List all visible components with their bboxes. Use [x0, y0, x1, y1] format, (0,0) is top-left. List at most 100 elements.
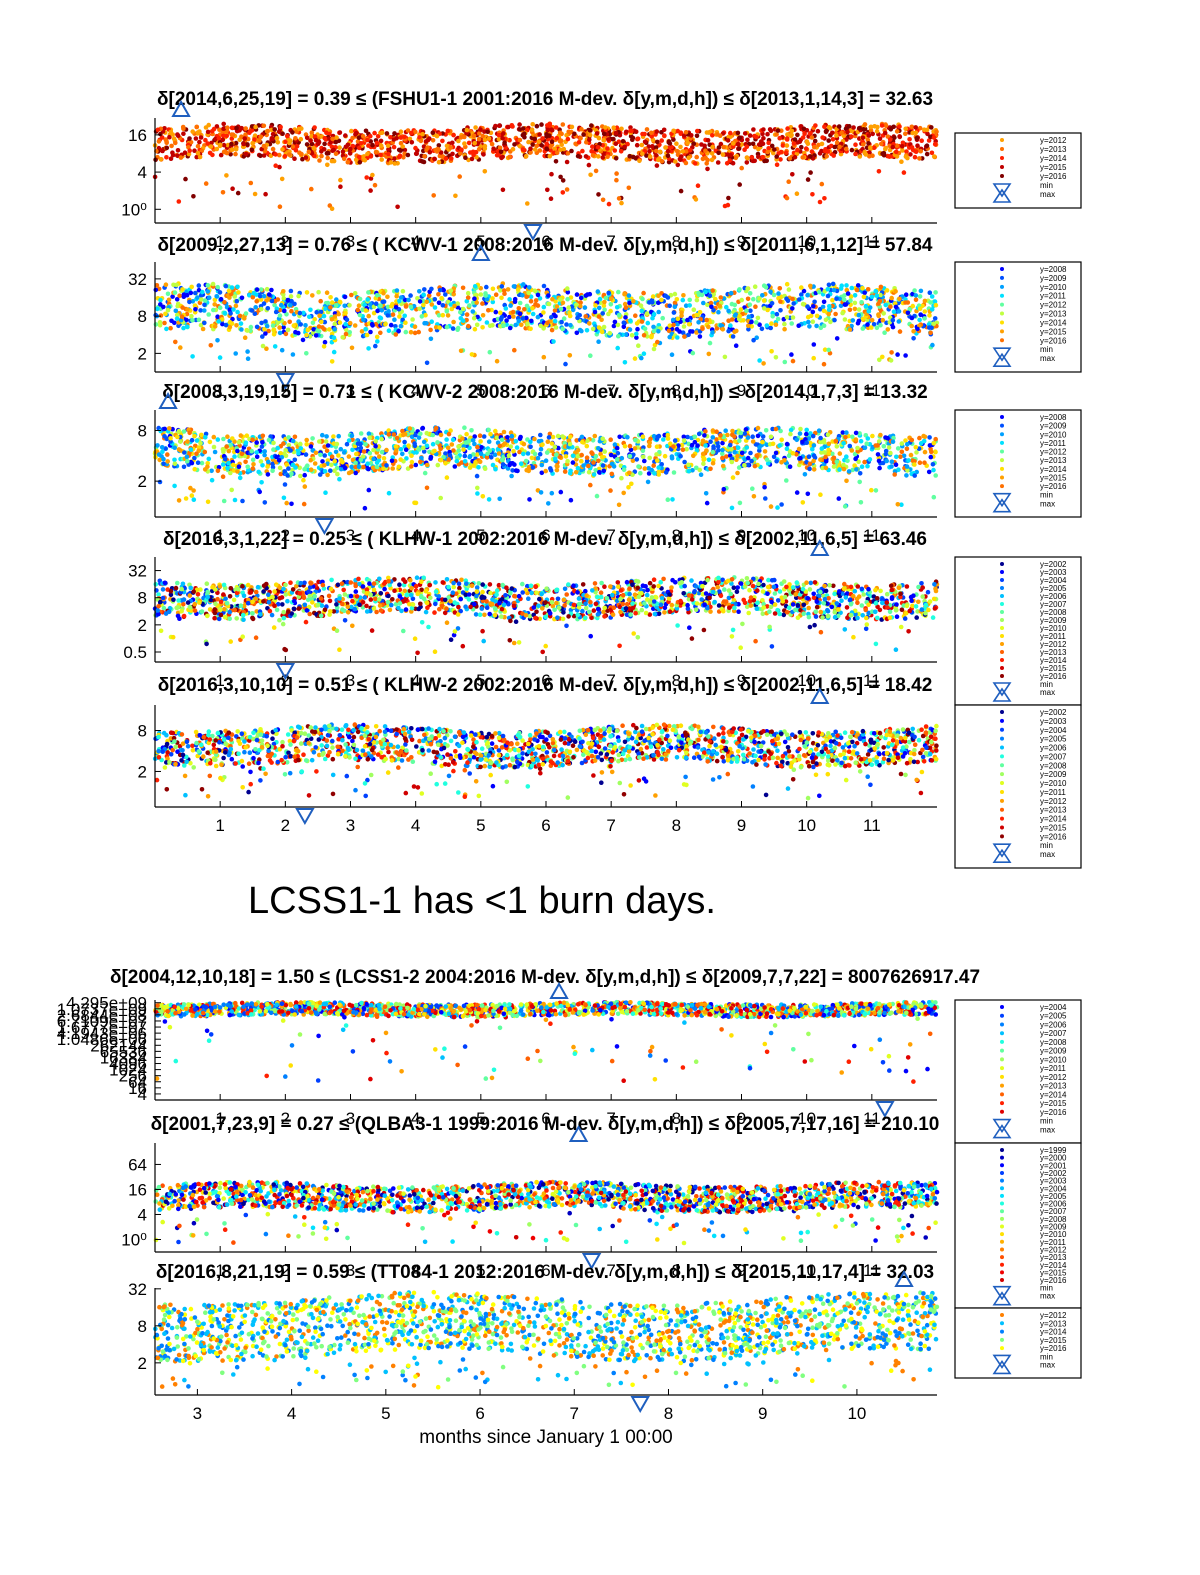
data-point — [640, 131, 645, 137]
data-point — [547, 133, 552, 138]
data-point — [821, 308, 827, 314]
legend-entry: y=2016 — [1040, 172, 1067, 181]
data-point — [298, 136, 304, 142]
data-point — [189, 493, 195, 498]
data-point — [241, 141, 246, 147]
data-point — [554, 467, 560, 473]
data-point — [343, 133, 348, 138]
data-point — [162, 320, 167, 326]
data-point — [500, 136, 505, 141]
data-point — [456, 448, 462, 453]
data-point — [329, 158, 335, 164]
data-point — [744, 160, 750, 165]
data-point — [215, 314, 220, 320]
data-point — [208, 343, 214, 348]
data-point — [626, 185, 632, 191]
data-point — [726, 318, 731, 324]
chart-panel-1: δ[2014,6,25,19] = 0.39 ≤ (FSHU1-1 2001:2… — [121, 89, 1082, 251]
data-point — [831, 153, 836, 158]
data-point — [408, 304, 414, 310]
data-point — [318, 298, 324, 304]
data-point — [752, 284, 758, 290]
data-point — [458, 310, 463, 315]
data-point — [234, 298, 240, 304]
data-point — [932, 316, 938, 321]
data-point — [323, 439, 329, 444]
data-point — [592, 433, 598, 439]
data-point — [340, 335, 346, 340]
data-point — [651, 328, 657, 334]
data-point — [196, 283, 202, 288]
data-point — [553, 159, 559, 164]
data-point — [242, 136, 247, 141]
data-point — [463, 155, 468, 160]
data-point — [364, 332, 370, 338]
data-point — [579, 328, 584, 334]
data-point — [710, 288, 715, 293]
data-point — [303, 452, 309, 457]
data-point — [672, 291, 678, 297]
data-point — [822, 148, 828, 154]
data-point — [373, 301, 379, 307]
data-point — [384, 131, 390, 136]
data-point — [564, 322, 569, 327]
data-point — [596, 192, 601, 197]
data-point — [842, 504, 848, 509]
data-point — [397, 314, 402, 319]
data-point — [660, 315, 665, 321]
data-point — [443, 292, 448, 297]
data-point — [394, 293, 400, 299]
data-point — [773, 355, 779, 360]
data-point — [512, 299, 518, 305]
data-point — [718, 295, 724, 300]
data-point — [586, 463, 591, 469]
data-point — [338, 446, 344, 452]
data-point — [606, 290, 611, 296]
data-point — [750, 486, 755, 492]
data-point — [288, 294, 294, 299]
data-point — [639, 142, 645, 148]
data-point — [850, 434, 855, 440]
data-point — [589, 149, 594, 154]
data-point — [452, 303, 457, 309]
data-point — [909, 323, 914, 329]
data-point — [313, 450, 319, 456]
data-point — [498, 149, 504, 155]
data-point — [779, 437, 784, 443]
data-point — [805, 177, 811, 182]
data-point — [826, 347, 831, 353]
data-point — [921, 433, 926, 439]
data-point — [686, 321, 692, 327]
data-point — [757, 358, 762, 363]
data-point — [782, 359, 788, 365]
data-point — [790, 315, 796, 320]
data-point — [498, 316, 504, 322]
data-point — [769, 301, 775, 306]
data-point — [227, 324, 233, 330]
data-point — [587, 321, 592, 326]
data-point — [435, 440, 440, 445]
data-point — [218, 152, 224, 158]
data-point — [826, 138, 831, 143]
data-point — [449, 442, 455, 447]
data-point — [903, 353, 908, 358]
data-point — [483, 293, 488, 298]
data-point — [790, 172, 795, 177]
data-point — [747, 291, 753, 296]
data-point — [565, 458, 570, 464]
data-point — [271, 327, 277, 333]
data-point — [624, 129, 629, 135]
y-tick-label: 8 — [138, 307, 147, 326]
data-point — [675, 335, 680, 340]
data-point — [282, 154, 288, 159]
data-point — [745, 296, 751, 302]
data-point — [607, 330, 613, 336]
data-point — [336, 453, 341, 458]
data-point — [917, 460, 923, 466]
data-point — [861, 142, 866, 147]
data-point — [467, 303, 472, 308]
data-point — [264, 323, 270, 329]
data-point — [409, 140, 415, 145]
legend-entry: y=2013 — [1040, 310, 1067, 319]
legend-dot — [1000, 320, 1004, 325]
